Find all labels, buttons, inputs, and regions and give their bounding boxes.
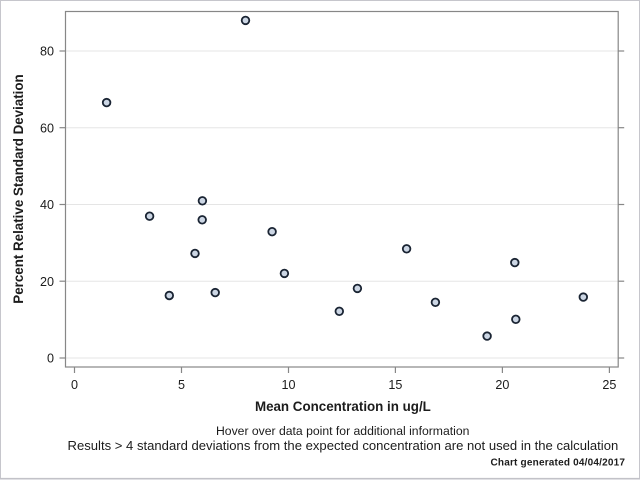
svg-text:0: 0 xyxy=(71,378,78,392)
svg-text:Percent Relative Standard Devi: Percent Relative Standard Deviation xyxy=(11,74,26,303)
svg-text:Hover over data point for addi: Hover over data point for additional inf… xyxy=(216,424,469,438)
svg-text:40: 40 xyxy=(40,198,54,212)
svg-text:20: 20 xyxy=(495,378,509,392)
svg-text:Chart generated 04/04/2017: Chart generated 04/04/2017 xyxy=(490,458,625,469)
svg-text:20: 20 xyxy=(40,275,54,289)
svg-text:Results > 4 standard deviation: Results > 4 standard deviations from the… xyxy=(68,438,619,453)
svg-text:15: 15 xyxy=(388,378,402,392)
svg-text:25: 25 xyxy=(602,378,616,392)
svg-text:0: 0 xyxy=(47,352,54,366)
svg-text:10: 10 xyxy=(281,378,295,392)
svg-text:Mean Concentration in ug/L: Mean Concentration in ug/L xyxy=(255,399,431,414)
svg-text:60: 60 xyxy=(40,121,54,135)
svg-text:5: 5 xyxy=(178,378,185,392)
svg-text:80: 80 xyxy=(40,45,54,59)
